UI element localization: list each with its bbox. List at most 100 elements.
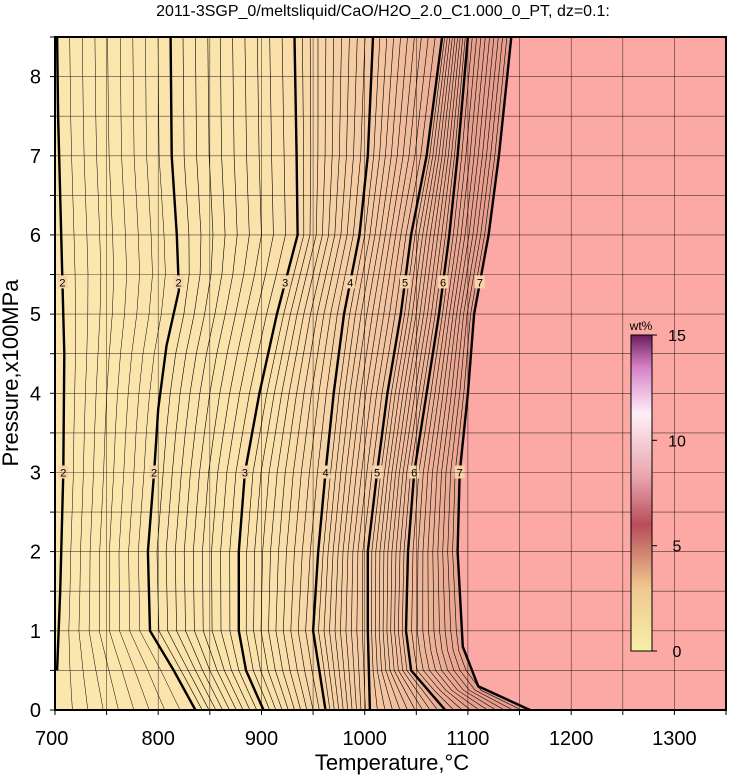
minor-contour xyxy=(334,37,401,710)
grid-lines xyxy=(55,37,726,710)
x-tick-label: 1300 xyxy=(652,728,697,750)
contour-label: 4 xyxy=(322,468,328,480)
colorbar-ticks: 0 5 10 15 xyxy=(652,328,686,661)
colorbar-tick-label: 5 xyxy=(673,539,682,556)
contour-label: 2 xyxy=(60,468,66,480)
minor-contour xyxy=(260,37,319,710)
minor-contour xyxy=(78,37,89,710)
minor-contour xyxy=(397,37,464,710)
thin-contours xyxy=(68,37,522,710)
minor-contour xyxy=(290,37,350,710)
contour-label-bg xyxy=(409,465,420,479)
minor-contour xyxy=(378,37,451,710)
contour-label-bg xyxy=(239,465,250,479)
minor-contour xyxy=(345,37,415,710)
minor-contour xyxy=(156,37,203,710)
x-tick-label: 900 xyxy=(245,728,278,750)
minor-contour xyxy=(452,37,522,710)
minor-contour xyxy=(268,37,327,710)
colorbar-tick-label: 0 xyxy=(673,644,682,661)
y-tick-label: 5 xyxy=(30,304,41,326)
contour-label-bg xyxy=(474,275,485,289)
contour-label: 3 xyxy=(242,468,248,480)
contour-label: 7 xyxy=(457,468,463,480)
minor-contour xyxy=(422,37,482,710)
minor-contour xyxy=(416,37,477,710)
minor-contour xyxy=(437,37,497,710)
contour-label: 6 xyxy=(440,277,446,289)
minor-contour xyxy=(138,37,181,710)
minor-contour xyxy=(390,37,458,710)
contour-label: 4 xyxy=(347,277,353,289)
minor-contour xyxy=(183,37,226,710)
x-tick-label: 700 xyxy=(35,728,68,750)
minor-contour xyxy=(382,37,453,710)
contour-label-bg xyxy=(454,465,465,479)
minor-contour xyxy=(220,37,274,710)
minor-contour xyxy=(323,37,388,710)
minor-contour xyxy=(192,37,238,710)
y-tick-label: 4 xyxy=(30,383,41,405)
x-axis-label: Temperature,°C xyxy=(315,750,469,775)
minor-contour xyxy=(340,37,408,710)
x-tick-label: 1200 xyxy=(549,728,594,750)
y-tick-label: 3 xyxy=(30,463,41,485)
contour-label-bg xyxy=(320,465,331,479)
contour-label-bg xyxy=(173,275,184,289)
contour-label-bg xyxy=(438,275,449,289)
minor-contour xyxy=(411,37,473,710)
minor-contour xyxy=(329,37,394,710)
contour-label: 3 xyxy=(282,277,288,289)
y-tick-label: 8 xyxy=(30,67,41,89)
y-tick-label: 2 xyxy=(30,542,41,564)
minor-contour xyxy=(174,37,217,710)
minor-contour xyxy=(305,37,366,710)
contour-label: 2 xyxy=(59,277,65,289)
y-tick-label: 1 xyxy=(30,621,41,643)
minor-contour xyxy=(394,37,461,710)
chart-title: 2011-3SGP_0/meltsliquid/CaO/H2O_2.0_C1.0… xyxy=(156,3,610,20)
colorbar-tick-label: 10 xyxy=(668,433,686,450)
x-axis-ticks: 700 800 900 1000 1100 1200 1300 xyxy=(35,710,727,750)
minor-contour xyxy=(98,37,119,710)
minor-contour xyxy=(371,37,445,710)
contour-label: 6 xyxy=(411,468,417,480)
minor-contour xyxy=(375,37,448,710)
minor-contour xyxy=(128,37,165,710)
colorbar-tick-label: 15 xyxy=(668,328,686,345)
y-axis-ticks: 0 1 2 3 4 5 6 7 8 xyxy=(30,36,55,722)
y-tick-label: 7 xyxy=(30,146,41,168)
x-tick-label: 1000 xyxy=(342,728,387,750)
contour-label: 5 xyxy=(402,277,408,289)
minor-contour xyxy=(88,37,104,710)
minor-contour xyxy=(118,37,150,710)
minor-contour xyxy=(68,37,76,710)
minor-contour xyxy=(211,37,262,710)
minor-contour xyxy=(447,37,514,710)
minor-contour xyxy=(229,37,286,710)
minor-contour xyxy=(318,37,381,710)
contour-label-bg xyxy=(58,465,69,479)
minor-contour xyxy=(245,37,305,710)
minor-contour xyxy=(356,37,429,710)
minor-contour xyxy=(432,37,490,710)
y-axis-label: Pressure,x100MPa xyxy=(0,279,23,467)
minor-contour xyxy=(297,37,358,710)
colorbar: wt% 0 5 10 15 xyxy=(629,319,686,661)
y-tick-label: 6 xyxy=(30,225,41,247)
contour-label-bg xyxy=(400,275,410,289)
contour-label-bg xyxy=(149,465,160,479)
x-tick-label: 800 xyxy=(142,728,175,750)
colorbar-scale xyxy=(630,334,653,652)
contour-label-bg xyxy=(372,465,383,479)
minor-contour xyxy=(165,37,210,710)
minor-contour xyxy=(202,37,250,710)
minor-contour xyxy=(253,37,312,710)
contour-label: 7 xyxy=(477,277,483,289)
minor-contour xyxy=(442,37,505,710)
contour-label-bg xyxy=(280,275,291,289)
contour-label-bg xyxy=(345,275,356,289)
minor-contour xyxy=(361,37,436,710)
x-tick-label: 1100 xyxy=(446,728,489,750)
